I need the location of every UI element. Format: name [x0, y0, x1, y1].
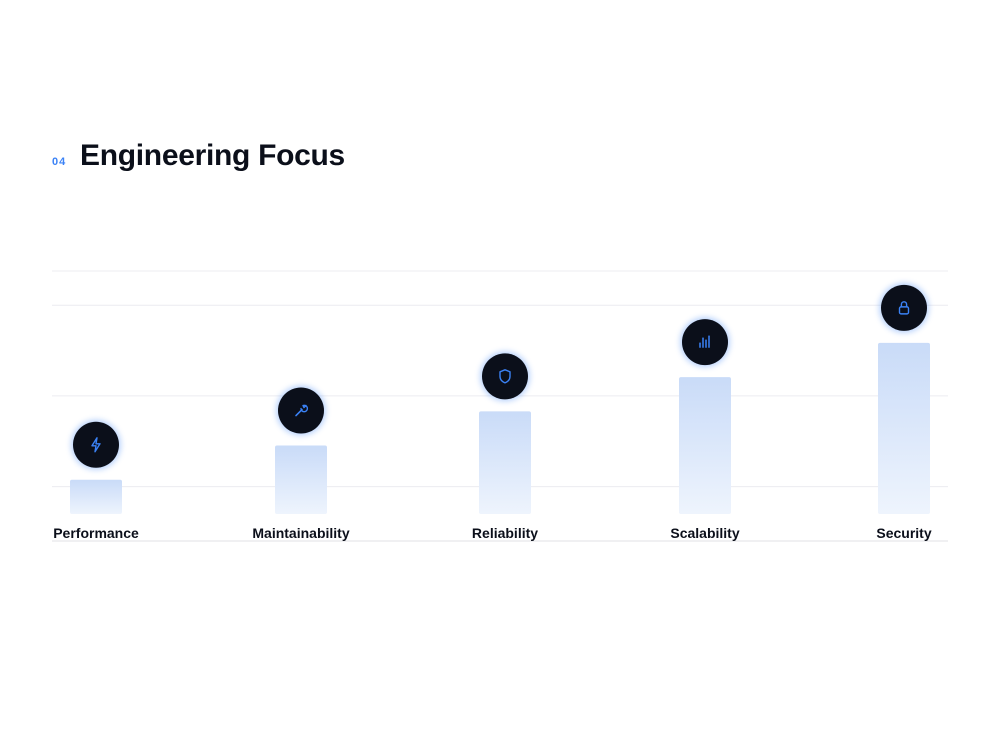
lightning-icon: [71, 419, 121, 470]
icon-circle: [682, 319, 728, 366]
wrench-icon: [276, 385, 326, 436]
category-label-security: Security: [876, 525, 931, 541]
bar-performance: [70, 479, 122, 514]
shield-icon-glyph: [499, 369, 511, 384]
lock-icon-glyph: [898, 301, 910, 315]
bar-chart-icon-glyph: [699, 335, 710, 348]
bar-security: [878, 342, 930, 514]
category-label-maintainability: Maintainability: [252, 525, 349, 541]
lock-icon: [879, 282, 929, 333]
page-title: Engineering Focus: [80, 139, 345, 172]
bar-maintainability: [275, 445, 327, 514]
bar-icons: [71, 282, 929, 470]
category-label-performance: Performance: [53, 525, 139, 541]
bar-scalability: [679, 377, 731, 514]
section-number: 04: [52, 156, 67, 168]
section-heading: 04 Engineering Focus: [52, 139, 345, 173]
wrench-icon-glyph: [295, 404, 309, 417]
bars: [70, 342, 930, 514]
lightning-icon-glyph: [91, 437, 101, 453]
icon-circle: [482, 353, 528, 400]
category-label-scalability: Scalability: [670, 525, 739, 541]
shield-icon: [480, 351, 530, 402]
bar-reliability: [479, 411, 531, 514]
category-label-reliability: Reliability: [472, 525, 538, 541]
category-labels: Performance Maintainability Reliability Sca…: [53, 525, 932, 541]
bar-chart-icon: [680, 317, 730, 368]
icon-circle: [881, 284, 927, 331]
icon-circle: [73, 421, 119, 468]
